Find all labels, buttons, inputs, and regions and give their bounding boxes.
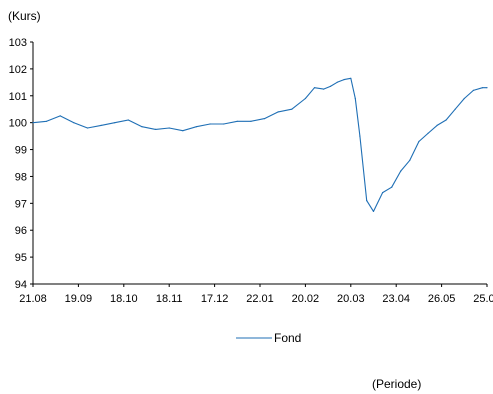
y-tick-label: 94 [15, 279, 27, 291]
data-point [343, 79, 345, 81]
data-point [59, 115, 61, 117]
data-point [141, 126, 143, 128]
data-point [418, 140, 420, 143]
data-point [350, 77, 352, 79]
data-point [168, 127, 170, 129]
data-point [366, 200, 368, 202]
data-point [195, 126, 197, 128]
data-point [127, 119, 129, 121]
data-point [354, 97, 356, 100]
x-tick-label: 19.09 [65, 293, 93, 305]
data-point [313, 87, 316, 89]
data-point [32, 122, 34, 124]
data-point [250, 120, 252, 122]
x-tick-label: 18.10 [110, 293, 138, 305]
data-point [336, 81, 338, 83]
x-axis: 21.08 19.09 18.10 18.11 17.12 22.01 20.02 20.03… [19, 284, 493, 305]
x-tick-label: 18.11 [156, 293, 183, 305]
data-point [209, 123, 211, 125]
data-point [182, 130, 184, 132]
data-point [481, 87, 484, 89]
x-axis-title: (Periode) [372, 377, 421, 391]
x-tick-label: 20.02 [292, 293, 320, 305]
data-point [46, 120, 48, 122]
y-tick-label: 103 [9, 37, 27, 49]
data-point [372, 210, 375, 212]
data-point [100, 124, 102, 126]
data-point [454, 108, 456, 110]
data-point [400, 170, 402, 172]
x-tick-label: 20.03 [337, 293, 365, 305]
x-tick-label: 23.04 [382, 293, 410, 305]
series-line-fond [32, 77, 487, 212]
data-point [359, 135, 361, 137]
x-tick-label: 17.12 [201, 293, 229, 305]
data-point [427, 132, 429, 134]
data-point [472, 89, 474, 91]
data-point [86, 127, 89, 129]
y-tick-label: 101 [9, 91, 27, 103]
data-point [236, 120, 238, 122]
y-tick-label: 100 [9, 118, 27, 130]
y-tick-label: 102 [9, 64, 27, 76]
data-point [304, 97, 306, 100]
x-tick-label: 21.08 [19, 293, 47, 305]
data-point [263, 118, 266, 120]
data-point [436, 124, 438, 126]
y-axis: 94 95 96 97 98 99 100 101 102 103 [9, 37, 33, 291]
y-tick-label: 99 [15, 145, 27, 157]
data-point [486, 87, 488, 89]
y-axis-title: (Kurs) [8, 9, 41, 23]
x-tick-label: 22.01 [246, 293, 274, 305]
y-tick-label: 98 [15, 171, 27, 183]
x-tick-label: 26.05 [428, 293, 456, 305]
data-point [463, 97, 465, 100]
data-point [323, 88, 325, 90]
data-point [382, 192, 384, 194]
y-tick-label: 95 [15, 252, 27, 264]
data-point [445, 119, 447, 121]
data-point [223, 123, 225, 125]
data-point [73, 122, 75, 124]
data-point [409, 159, 411, 161]
data-point [329, 85, 331, 87]
series-group [32, 77, 488, 212]
legend: Fond [236, 331, 301, 345]
data-point [291, 108, 293, 110]
legend-label-fond: Fond [274, 331, 301, 345]
y-tick-label: 96 [15, 225, 27, 237]
data-point [391, 186, 393, 188]
data-point [155, 128, 157, 130]
x-tick-label: 25.06 [473, 293, 493, 305]
data-point [277, 111, 279, 113]
y-tick-label: 97 [15, 198, 27, 210]
data-point [114, 122, 116, 124]
